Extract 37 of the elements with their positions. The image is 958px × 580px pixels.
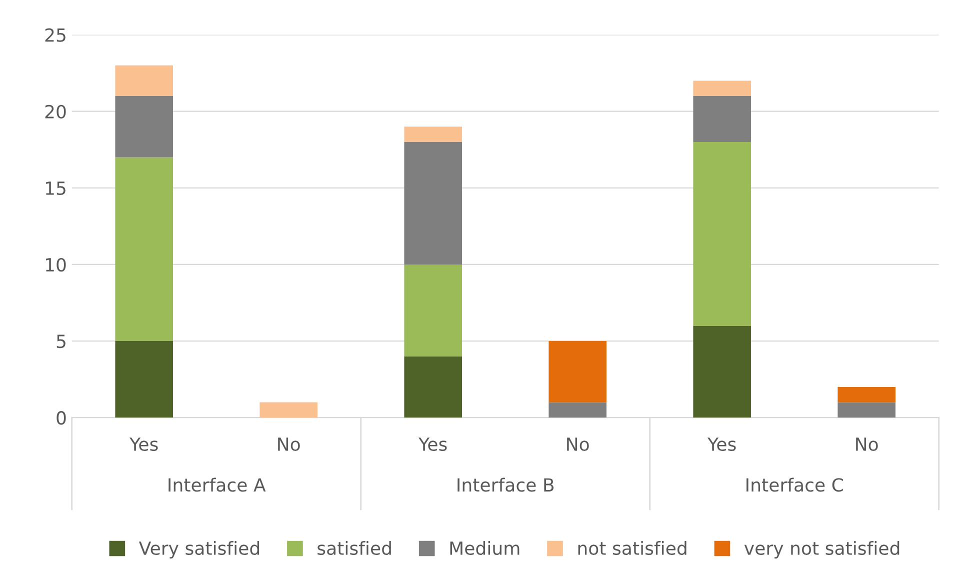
bar [693,96,751,142]
legend-label: Medium [450,541,520,556]
y-tick-label: 5 [56,334,66,348]
bar [693,80,751,96]
bar [404,126,462,142]
bar [838,402,896,418]
text: Interface C [746,478,843,492]
bar [404,142,462,264]
y-tick-label: 20 [45,104,66,118]
bar [548,402,606,418]
legend-label: very not satisfied [744,541,900,559]
x-tick-label: Yes [707,438,736,452]
y-tick-label: 0 [56,411,66,425]
legend-label: satisfied [318,541,391,556]
bar [548,341,606,402]
y-tick-label: 25 [45,28,66,42]
legend-label: Very satisfied [138,541,260,559]
text: Interface B [458,478,554,492]
x-tick-label: No [567,438,589,452]
x-tick-label: No [278,438,300,452]
legend-label: not satisfied [578,541,686,556]
bar [115,96,173,158]
x-tick-label: No [856,438,878,452]
text: Interface A [168,478,266,492]
bar [404,264,462,356]
x-tick-label: Yes [418,438,447,452]
y-tick-label: 10 [46,258,66,272]
y-tick-label: 15 [46,182,66,196]
bar [260,402,318,418]
bar [115,65,173,96]
x-tick-label: Yes [129,438,158,452]
bar [115,341,173,418]
bar [693,142,751,326]
bar [115,157,173,342]
bar [838,386,896,402]
bar [404,356,462,418]
bar [693,326,751,418]
